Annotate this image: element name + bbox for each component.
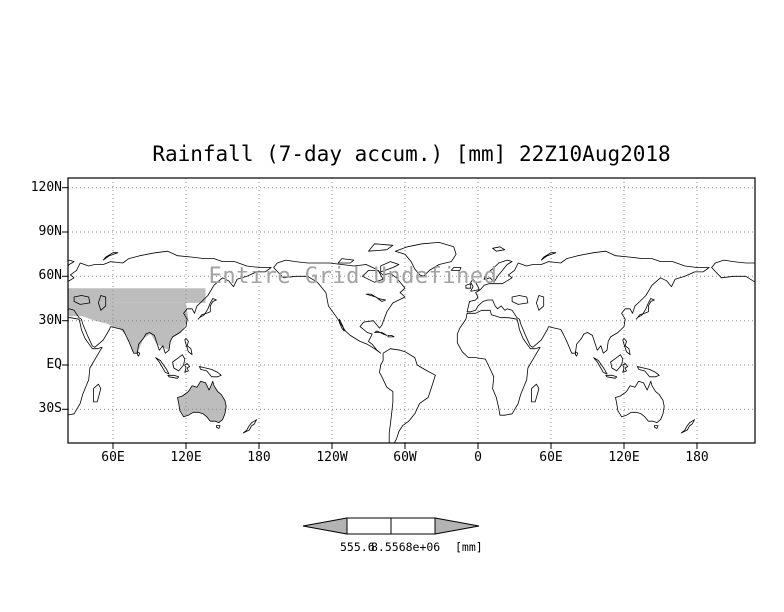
coastline	[362, 270, 384, 283]
plot-frame	[67, 177, 756, 444]
shaded-region	[68, 288, 206, 303]
coastline	[374, 330, 388, 336]
x-axis-tick-label: 120E	[170, 450, 202, 465]
coastline	[610, 354, 624, 372]
coastline	[28, 284, 33, 289]
coastline	[338, 318, 345, 332]
coastline	[622, 338, 631, 356]
coastline	[93, 383, 102, 403]
coastline	[184, 338, 193, 356]
coastline	[511, 295, 529, 305]
colorbar-label-max: 8.5568e+06	[371, 540, 441, 554]
coastline	[365, 293, 386, 302]
coastline	[575, 351, 579, 357]
colorbar-left-arrow	[302, 517, 348, 535]
x-axis-tick-label: 180	[247, 450, 271, 465]
coastline	[337, 258, 355, 264]
coastline	[776, 259, 784, 263]
x-axis-tick-label: 120W	[316, 450, 348, 465]
y-axis-tick-label: 60N	[38, 268, 62, 283]
y-axis-tick-label: EQ	[46, 357, 62, 372]
shaded-region	[177, 381, 227, 423]
y-axis-tick-label: 30N	[38, 313, 62, 328]
colorbar-right-arrow	[434, 517, 480, 535]
x-axis-tick-label: 60W	[393, 450, 417, 465]
coastline	[654, 425, 659, 429]
coastline	[483, 259, 513, 283]
coastline	[242, 419, 257, 434]
colorbar	[302, 517, 480, 535]
coastline	[68, 259, 75, 267]
coastline	[379, 348, 436, 443]
x-axis-tick-label: 0	[474, 450, 482, 465]
coastline	[466, 250, 710, 354]
coastline	[102, 252, 119, 261]
coastline	[98, 295, 107, 311]
coastline	[216, 425, 221, 429]
coastline	[615, 380, 665, 423]
coastline	[273, 259, 406, 354]
coastline	[155, 357, 170, 375]
coastline	[387, 335, 395, 338]
shaded-region	[68, 302, 189, 354]
coastline	[368, 243, 394, 252]
coastline	[465, 283, 472, 289]
x-axis-tick-label: 60E	[539, 450, 563, 465]
map-content	[28, 178, 784, 443]
coastline	[184, 363, 191, 373]
grid-undefined-watermark: Entire Grid Undefined	[208, 264, 498, 289]
coastline	[605, 374, 618, 379]
coastline	[456, 309, 541, 416]
x-axis-tick-label: 60E	[101, 450, 125, 465]
x-axis-tick-label: 120E	[608, 450, 640, 465]
y-axis-tick-label: 90N	[38, 224, 62, 239]
coastline	[622, 363, 629, 373]
coastline	[531, 383, 540, 403]
coastline	[536, 295, 545, 311]
coastline	[55, 247, 67, 251]
coastline	[199, 366, 222, 378]
coastline	[167, 374, 180, 379]
coastline	[172, 354, 186, 372]
y-axis-tick-label: 120N	[30, 180, 62, 195]
coastline	[68, 250, 272, 354]
coastline	[136, 351, 141, 357]
coastline	[593, 357, 608, 375]
colorbar-unit-label: [mm]	[455, 540, 483, 554]
x-axis-tick-label: 180	[685, 450, 709, 465]
coastline	[197, 298, 217, 320]
coastline	[680, 419, 695, 434]
colorbar-label-min: 555.6	[340, 540, 375, 554]
coastline	[73, 295, 91, 305]
plot-title: Rainfall (7-day accum.) [mm] 22Z10Aug201…	[152, 142, 671, 166]
coastline	[470, 278, 480, 292]
coastline	[711, 259, 755, 283]
coastline	[540, 252, 557, 261]
coastline	[777, 319, 782, 331]
coastline	[637, 366, 660, 378]
coastline	[450, 267, 462, 271]
y-axis-tick-label: 30S	[38, 401, 62, 416]
coastline	[635, 298, 655, 320]
coastline	[380, 261, 400, 273]
coastline	[394, 242, 457, 277]
coastline	[492, 246, 506, 252]
coastline	[68, 317, 103, 416]
coastline	[177, 380, 227, 423]
